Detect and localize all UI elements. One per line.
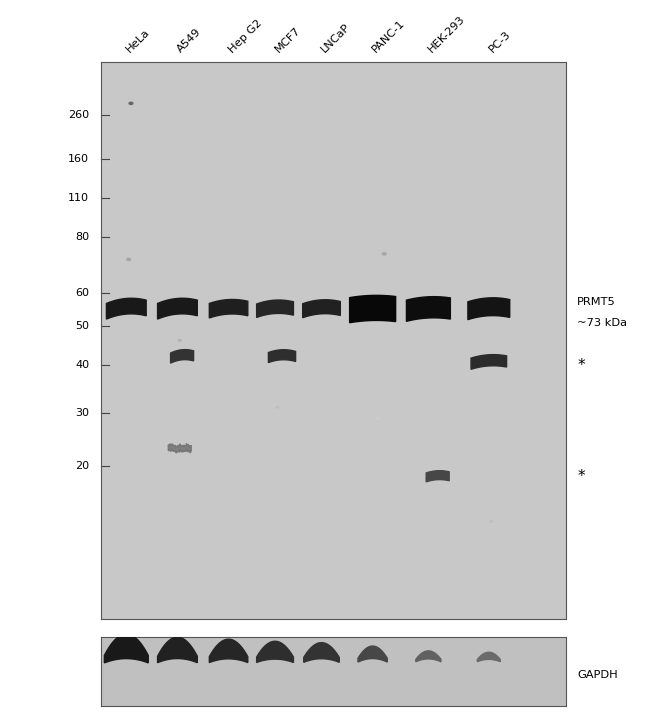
Text: 30: 30: [75, 408, 89, 418]
Polygon shape: [209, 639, 248, 662]
Ellipse shape: [489, 521, 493, 522]
Polygon shape: [268, 350, 296, 363]
Polygon shape: [168, 443, 191, 453]
Ellipse shape: [376, 418, 379, 419]
Text: HeLa: HeLa: [124, 28, 151, 55]
Text: 60: 60: [75, 288, 89, 298]
Text: 40: 40: [75, 361, 89, 371]
Polygon shape: [257, 641, 293, 662]
Text: 50: 50: [75, 321, 89, 332]
Text: 160: 160: [68, 154, 89, 164]
Text: GAPDH: GAPDH: [577, 670, 618, 680]
Text: LNCaP: LNCaP: [319, 22, 352, 55]
Ellipse shape: [129, 102, 133, 104]
Text: *: *: [577, 358, 585, 373]
Text: 260: 260: [68, 109, 89, 119]
Ellipse shape: [382, 253, 386, 255]
Ellipse shape: [127, 258, 131, 261]
Polygon shape: [105, 634, 148, 663]
Polygon shape: [477, 652, 500, 662]
Text: A549: A549: [176, 27, 203, 55]
Polygon shape: [170, 350, 194, 363]
Ellipse shape: [178, 340, 181, 341]
Polygon shape: [358, 646, 387, 662]
Text: 80: 80: [75, 232, 89, 242]
Text: *: *: [577, 469, 585, 484]
Text: HEK-293: HEK-293: [426, 14, 467, 55]
Polygon shape: [406, 297, 450, 321]
Polygon shape: [350, 295, 396, 323]
Text: PRMT5: PRMT5: [577, 297, 616, 307]
Polygon shape: [471, 355, 506, 369]
Polygon shape: [107, 298, 146, 319]
Text: PANC-1: PANC-1: [370, 18, 407, 55]
Text: 110: 110: [68, 193, 89, 203]
Text: PC-3: PC-3: [487, 29, 512, 55]
Ellipse shape: [276, 406, 279, 408]
Text: MCF7: MCF7: [273, 25, 302, 55]
Polygon shape: [303, 300, 341, 318]
Polygon shape: [426, 471, 449, 482]
Polygon shape: [209, 300, 248, 318]
Text: 20: 20: [75, 460, 89, 471]
Text: Hep G2: Hep G2: [226, 18, 263, 55]
Polygon shape: [257, 300, 293, 317]
Polygon shape: [468, 298, 510, 320]
Polygon shape: [304, 643, 339, 662]
Polygon shape: [157, 637, 198, 662]
Polygon shape: [416, 651, 441, 662]
Text: ~73 kDa: ~73 kDa: [577, 318, 627, 328]
Polygon shape: [157, 298, 198, 319]
